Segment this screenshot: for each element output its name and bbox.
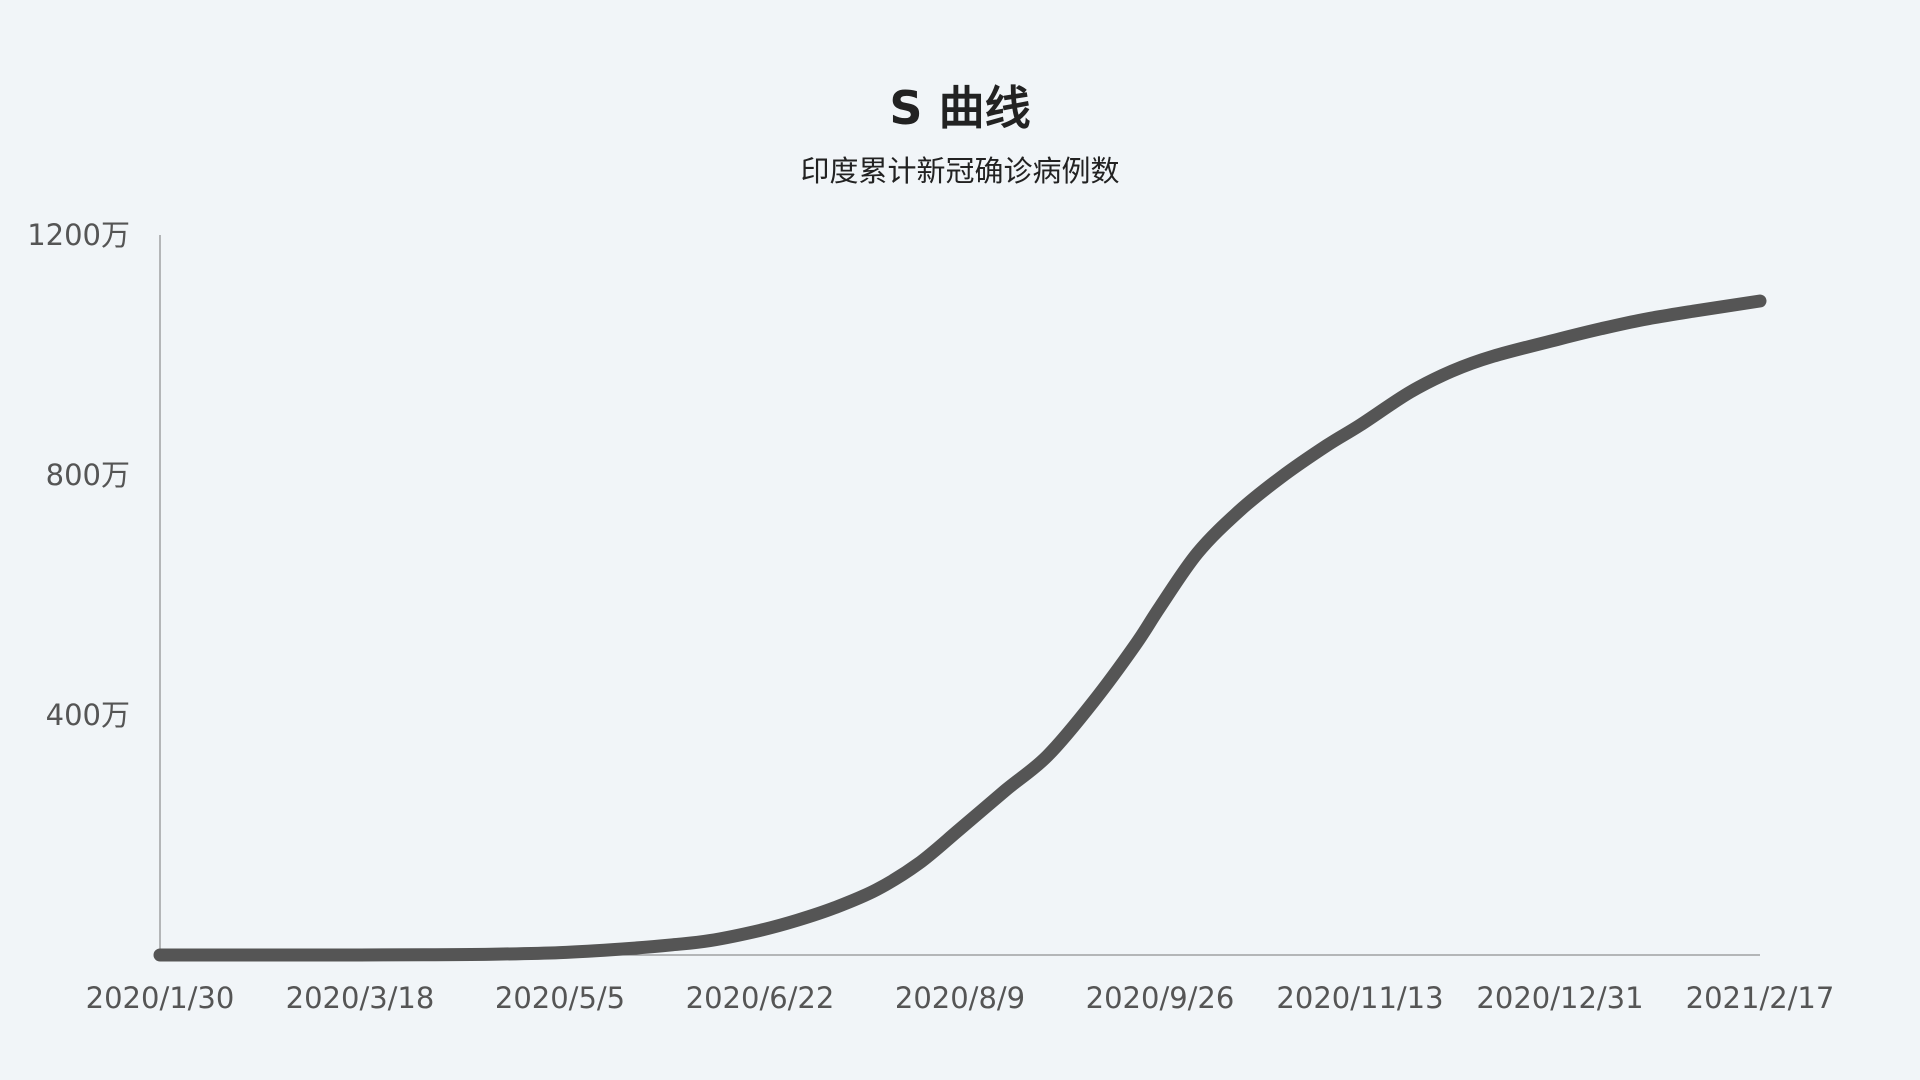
y-tick-label: 800万 — [46, 458, 130, 492]
x-tick-label: 2020/12/31 — [1476, 981, 1643, 1015]
series-line — [153, 294, 1767, 962]
x-tick-label: 2020/5/5 — [495, 981, 625, 1015]
x-tick-labels: 2020/1/30 2020/3/18 2020/5/5 2020/6/22 2020/… — [86, 981, 1835, 1015]
y-tick-label: 400万 — [46, 698, 130, 732]
y-tick-label: 1200万 — [27, 218, 130, 252]
x-tick-label: 2020/3/18 — [286, 981, 435, 1015]
x-tick-label: 2020/1/30 — [86, 981, 235, 1015]
y-tick-labels: 400万 800万 1200万 — [27, 218, 130, 732]
x-tick-label: 2021/2/17 — [1686, 981, 1835, 1015]
chart-title: S 曲线 — [889, 81, 1031, 135]
x-tick-label: 2020/9/26 — [1086, 981, 1235, 1015]
x-tick-label: 2020/6/22 — [686, 981, 835, 1015]
x-tick-label: 2020/11/13 — [1276, 981, 1443, 1015]
chart-subtitle: 印度累计新冠确诊病例数 — [800, 154, 1120, 188]
x-tick-label: 2020/8/9 — [895, 981, 1025, 1015]
